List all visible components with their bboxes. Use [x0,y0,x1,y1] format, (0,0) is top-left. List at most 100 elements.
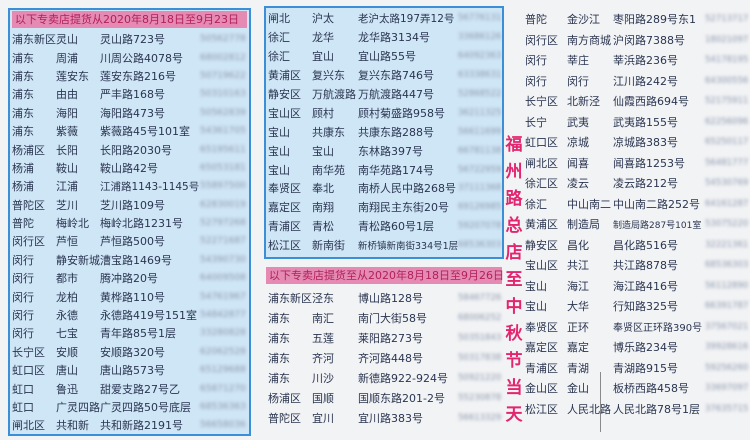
middle2-store-list: 浦东新区 泾东 博山路128号 58467726 浦东 南汇 南门大街58号 68006252… [268,288,502,428]
store-row: 浦东 南汇 南门大街58号 68006252 [268,308,502,328]
address: 板桥西路458号 [613,382,689,396]
store-name: 鞍山 [56,161,78,175]
district: 宝山区 [268,106,301,120]
left-store-panel [8,8,251,436]
address: 国顺东路201-2号 [358,392,445,405]
store-name: 五莲 [312,332,334,345]
phone: 56112890 [705,280,749,291]
phone: 52175911 [705,96,749,107]
phone: 54530769 [705,178,749,189]
address: 腾冲路20号 [100,272,158,286]
district: 普陀 [12,217,34,231]
address: 行知路325号 [613,300,678,314]
address: 奉贤区正环路390号 [613,323,703,335]
store-name: 长阳 [56,143,78,157]
address: 老沪太路197弄12号 [358,12,455,25]
store-name: 南方商城 [567,33,611,47]
store-name: 闻喜 [567,156,589,170]
store-row: 徐汇 中山南二 中山南二路252号 64161287 [525,194,749,215]
store-row: 浦东 海阳 海阳路473号 50562839 [12,104,247,122]
store-row: 普陀 金沙江 枣阳路289号东1 52713717 [525,9,749,30]
district: 浦东新区 [12,33,56,47]
district: 闸北 [268,12,290,26]
district: 闵行 [12,272,34,286]
store-row: 嘉定区 嘉定 博乐路234号 39928616 [525,337,749,358]
store-row: 闸北区 共和新 共和新路2191号 56658036 [12,416,247,434]
phone: 54178195 [705,55,749,66]
store-row: 浦东 五莲 莱阳路273号 50351843 [268,328,502,348]
district: 宝山 [268,125,290,139]
address: 海阳路473号 [100,106,165,120]
phone: 56611699 [458,126,502,137]
phone: 52797268 [200,218,246,229]
address: 莱阳路273号 [358,332,423,345]
store-row: 长宁区 安顺 安顺路320号 62062528 [12,343,247,361]
phone: 56481777 [705,157,749,168]
phone: 50719622 [200,70,246,81]
store-name: 共和新 [56,419,89,433]
address: 枣阳路289号东1 [613,13,696,27]
district: 浦东 [12,51,34,65]
store-name: 莲安东 [56,69,89,83]
district: 杨浦区 [268,392,301,405]
store-name: 广灵四路 [56,401,100,414]
store-name: 共江 [567,259,589,273]
phone: 53075220 [705,219,749,230]
store-row: 宝山 大华 行知路325号 66391787 [525,296,749,317]
store-row: 奉贤区 正环 奉贤区正环路390号 37567021 [525,317,749,338]
phone: 62256096 [705,116,749,127]
store-row: 嘉定区 南翔 南翔民主东街20号 69126985 [268,198,502,217]
store-name: 青松 [312,220,334,234]
district: 浦东 [12,106,34,120]
store-name: 奉北 [312,182,334,196]
store-row: 静安区 万航渡路 万航渡路447号 52868522 [268,85,502,104]
store-row: 杨浦区 长阳 长阳路2030号 65195611 [12,140,247,158]
address: 昌化路516号 [613,238,678,252]
phone: 66391787 [705,301,749,312]
district: 徐汇 [268,50,290,64]
district: 浦东 [268,372,290,385]
address: 中山南二路252号 [613,197,700,211]
store-row: 浦东 莲安东 莲安东路216号 50719622 [12,67,247,85]
phone: 68536303 [705,260,749,271]
address: 青湖路915号 [613,361,678,375]
district: 闸北区 [12,419,45,433]
district: 宝山 [525,279,547,293]
store-row: 浦东新区 灵山 灵山路723号 50562778 [12,30,247,48]
phone: 62062528 [200,346,246,357]
phone: 32221361 [705,239,749,250]
store-name: 复兴东 [312,69,345,83]
district: 虹口区 [525,136,558,150]
address: 制造局路287号101室 [613,220,702,231]
district: 嘉定区 [525,341,558,355]
phone: 64009508 [200,273,246,284]
store-name: 安顺 [56,345,78,359]
district: 闵行 [12,327,34,341]
phone: 50317838 [458,353,502,363]
store-name: 嘉定 [567,341,589,355]
address: 南桥人民中路268号 [358,182,456,196]
address: 永德路419号151室 [100,309,197,323]
phone: 37635715 [705,403,749,414]
store-name: 大华 [567,300,589,314]
phone: 64161287 [705,198,749,209]
store-row: 杨浦区 国顺 国顺东路201-2号 55230878 [268,388,502,408]
store-row: 青浦区 青湖 青湖路915号 59256260 [525,358,749,379]
address: 新桥镇新南街334号1层 [358,241,459,253]
store-row: 闵行 龙柏 黄桦路110号 54761967 [12,287,247,305]
phone: 54761967 [200,291,246,302]
store-name: 南华苑 [312,163,345,177]
district: 闵行 [525,74,547,88]
store-name: 芝川 [56,198,78,212]
phone: 63338631 [458,70,502,81]
address: 东林路397号 [358,144,423,158]
phone: 68006252 [458,313,502,323]
store-name: 龙柏 [56,290,78,304]
store-name: 海江 [567,279,589,293]
store-name: 新南街 [312,239,345,253]
left-header: 以下专卖店提货从2020年8月18日至9月23日 [12,11,247,28]
phone: 33686126 [458,32,502,43]
store-name: 宜山 [312,50,334,64]
address: 芝川路109号 [100,198,165,212]
district: 金山区 [525,382,558,396]
